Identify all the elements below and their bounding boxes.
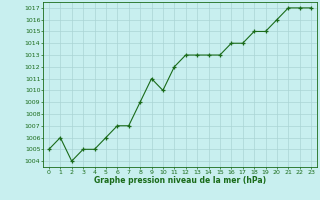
X-axis label: Graphe pression niveau de la mer (hPa): Graphe pression niveau de la mer (hPa): [94, 176, 266, 185]
